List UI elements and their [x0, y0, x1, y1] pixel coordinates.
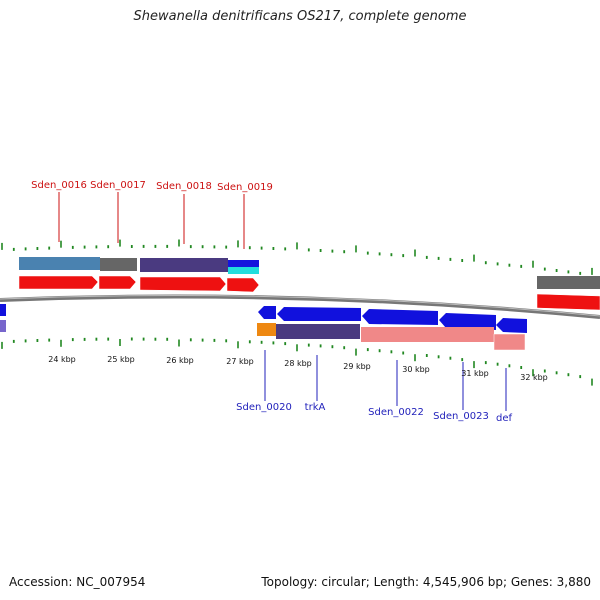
gene-arrow-def[interactable] [496, 318, 527, 333]
feature-bar-sden0019-cds[interactable] [228, 267, 259, 274]
gene-label-sden0023[interactable]: Sden_0023 [433, 411, 489, 422]
feature-bar-sden0023-def[interactable] [493, 333, 526, 351]
scale-label-27kbp: 27 kbp [226, 357, 254, 366]
gene-arrow-right-gene[interactable] [536, 293, 600, 311]
top-label-leaders [58, 192, 245, 249]
scale-label-28kbp: 28 kbp [284, 359, 312, 368]
scale-label-30kbp: 30 kbp [402, 365, 430, 374]
feature-bar-right-gene[interactable] [537, 276, 600, 289]
scale-label-29kbp: 29 kbp [343, 362, 371, 371]
gene-arrow-sden0017[interactable] [98, 275, 137, 290]
gene-label-trkA[interactable]: trkA [305, 402, 326, 413]
genome-backbone [0, 294, 600, 319]
gene-label-sden0022[interactable]: Sden_0022 [368, 407, 424, 418]
gene-label-sden0016[interactable]: Sden_0016 [31, 180, 87, 191]
feature-bar-sden0022[interactable] [361, 327, 494, 342]
gene-label-def[interactable]: def [496, 413, 513, 424]
scale-label-25kbp: 25 kbp [107, 355, 135, 364]
inner-tick-ring [1, 337, 593, 386]
accession-label: Accession: NC_007954 [9, 575, 146, 589]
feature-bar-sden0016[interactable] [19, 257, 100, 270]
bottom-label-leaders [264, 350, 507, 411]
genome-summary: Topology: circular; Length: 4,545,906 bp… [261, 575, 591, 589]
gene-arrow-trkA[interactable] [277, 307, 361, 321]
scale-label-32kbp: 32 kbp [520, 373, 548, 382]
gene-label-sden0019[interactable]: Sden_0019 [217, 182, 273, 193]
genome-backbone-highlight [0, 294, 600, 317]
gene-arrow-sden0018[interactable] [139, 276, 227, 292]
genome-title: Shewanella denitrificans OS217, complete… [133, 9, 467, 24]
gene-arrow-left-edge[interactable] [0, 304, 6, 316]
gene-arrow-sden0022[interactable] [362, 309, 438, 325]
feature-bar-sden0020[interactable] [257, 323, 276, 336]
feature-bar-sden0017[interactable] [100, 258, 137, 271]
gene-arrow-sden0016[interactable] [18, 275, 99, 290]
scale-label-31kbp: 31 kbp [461, 369, 489, 378]
gene-arrow-sden0019[interactable] [226, 277, 260, 293]
gene-label-sden0017[interactable]: Sden_0017 [90, 180, 146, 191]
feature-bar-left-edge-gene[interactable] [0, 320, 6, 332]
gene-label-sden0020[interactable]: Sden_0020 [236, 402, 292, 413]
scale-label-24kbp: 24 kbp [48, 355, 76, 364]
feature-bar-sden0019[interactable] [228, 260, 259, 267]
scale-label-26kbp: 26 kbp [166, 356, 194, 365]
feature-bar-sden0018[interactable] [140, 258, 228, 272]
gene-arrow-sden0020[interactable] [258, 306, 276, 319]
gene-arrow-sden0023[interactable] [439, 313, 496, 330]
feature-bar-trkA[interactable] [276, 324, 360, 339]
outer-tick-ring [1, 239, 593, 275]
gene-label-sden0018[interactable]: Sden_0018 [156, 181, 212, 192]
